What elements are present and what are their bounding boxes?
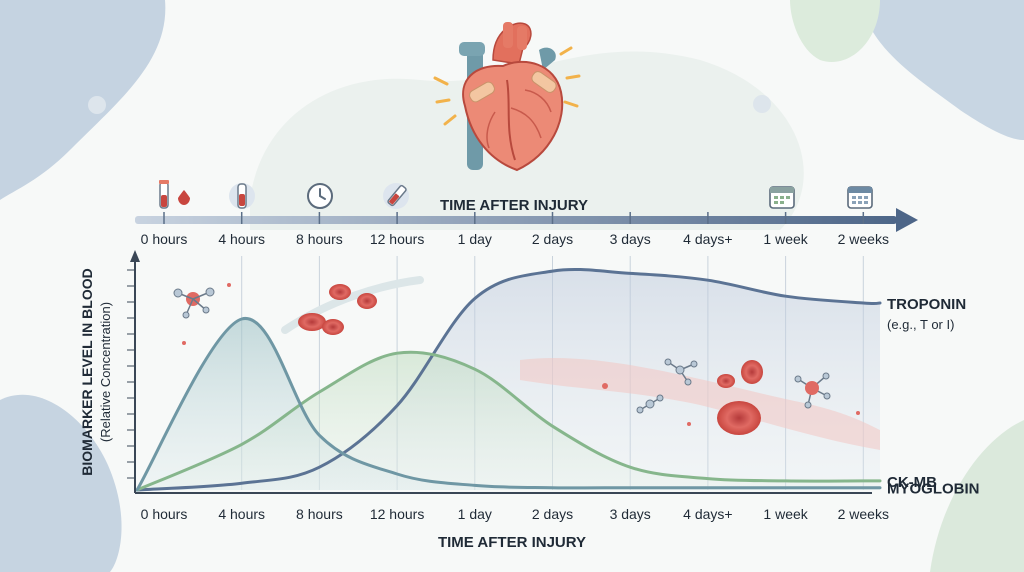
top-timeline: TIME AFTER INJURY 0 hours 4 hours 8 hours 1…: [135, 197, 918, 247]
troponin-label: TROPONIN: [887, 296, 966, 313]
top-tick-label: 12 hours: [370, 231, 424, 247]
syringe-icon: [383, 183, 409, 209]
y-axis-subtitle: (Relative Concentration): [98, 302, 113, 442]
calendar-icon: [769, 186, 795, 209]
myoglobin-area: [137, 318, 880, 490]
clock-icon: [307, 183, 333, 209]
top-tick-label: 2 days: [532, 231, 573, 247]
x-tick-label: 2 days: [532, 506, 573, 522]
x-tick-label: 8 hours: [296, 506, 343, 522]
y-axis-arrowhead: [130, 250, 140, 262]
top-tick-label: 1 week: [763, 231, 808, 247]
heart-icon: [433, 22, 581, 172]
x-tick-label: 2 weeks: [838, 506, 889, 522]
troponin-area: [137, 269, 880, 490]
decorative-cells: [173, 276, 880, 450]
top-axis-labels: 0 hours 4 hours 8 hours 12 hours 1 day 2 days…: [141, 231, 889, 247]
x-tick-label: 4 days+: [683, 506, 732, 522]
x-tick-label: 4 hours: [218, 506, 265, 522]
top-axis-title: TIME AFTER INJURY: [440, 197, 588, 214]
troponin-line: [135, 267, 882, 492]
top-tick-label: 0 hours: [141, 231, 188, 247]
y-axis-title: BIOMARKER LEVEL IN BLOOD: [79, 268, 95, 475]
x-tick-label: 12 hours: [370, 506, 424, 522]
top-tick-label: 3 days: [610, 231, 651, 247]
y-axis-ticks: [127, 269, 135, 479]
series-lines: [135, 267, 882, 492]
myoglobin-line: [135, 317, 882, 492]
top-axis-ticks: [163, 212, 865, 224]
top-tick-label: 2 weeks: [838, 231, 889, 247]
plot-area: 0 hours 4 hours 8 hours 12 hours 1 day 2 days…: [79, 250, 980, 551]
x-tick-label: 3 days: [610, 506, 651, 522]
series-areas: [137, 269, 880, 490]
x-axis-tick-labels: 0 hours 4 hours 8 hours 12 hours 1 day 2 days…: [141, 506, 889, 522]
x-tick-label: 0 hours: [141, 506, 188, 522]
top-tick-label: 4 days+: [683, 231, 732, 247]
ck-mb-label: CK-MB: [887, 474, 937, 491]
calendar-icon: [847, 186, 873, 209]
x-tick-label: 1 week: [763, 506, 808, 522]
top-tick-label: 4 hours: [218, 231, 265, 247]
blood-sample-tube-icon: [159, 180, 190, 209]
top-tick-label: 1 day: [458, 231, 492, 247]
blood-vial-icon: [229, 183, 255, 209]
x-tick-label: 1 day: [458, 506, 492, 522]
x-axis-title: TIME AFTER INJURY: [438, 534, 586, 551]
ck-mb-line: [135, 350, 882, 492]
myoglobin-label: MYOGLOBIN: [887, 481, 980, 498]
troponin-sublabel: (e.g., T or I): [887, 317, 954, 332]
top-tick-label: 8 hours: [296, 231, 343, 247]
